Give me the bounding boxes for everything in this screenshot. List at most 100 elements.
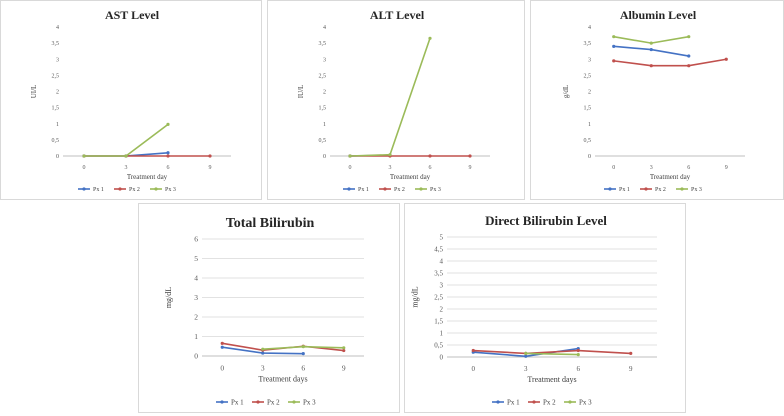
legend-marker-px-1 [608, 187, 612, 191]
x-tick-label: 6 [577, 365, 581, 373]
y-tick-label: 4 [56, 25, 59, 31]
y-tick-label: 4 [440, 257, 444, 265]
y-tick-label: 2 [56, 90, 59, 96]
legend-label-px-2: Px 2 [267, 398, 280, 406]
data-point-px-3 [649, 41, 653, 45]
x-tick-label: 3 [125, 165, 128, 171]
x-axis-label: Treatment days [258, 375, 307, 384]
chart-title: ALT Level [370, 8, 425, 22]
x-axis-label: Treatment days [527, 375, 576, 384]
x-axis-label: Treatment day [390, 173, 431, 181]
chart-title: Total Bilirubin [226, 216, 315, 231]
x-tick-label: 3 [524, 365, 528, 373]
series-line-px-3 [84, 123, 169, 157]
y-tick-label: 3 [194, 293, 198, 302]
legend-label-px-3: Px 3 [165, 187, 176, 193]
data-point-px-2 [649, 64, 653, 68]
data-point-px-1 [301, 352, 305, 356]
legend-marker-px-2 [118, 187, 122, 191]
chart-svg: Total Bilirubin 0 1 2 3 4 5 6 0 3 6 9 Treatment days… [164, 216, 364, 406]
data-point-px-3 [388, 153, 392, 157]
y-axis-label: UI/L [30, 85, 38, 99]
series-line-px-2 [613, 58, 727, 67]
chart-svg: ALT Level 0 0,5 1 1,5 2 2,5 3 3,5 4 0 3 6 9 Treatment … [297, 8, 490, 193]
x-tick-label: 3 [261, 364, 265, 373]
y-tick-label: 2 [194, 313, 198, 322]
data-point-px-2 [342, 348, 346, 353]
data-point-px-3 [301, 345, 305, 349]
data-point-px-3 [524, 351, 528, 355]
y-tick-label: 5 [194, 254, 198, 263]
y-tick-label: 0 [194, 352, 198, 361]
data-point-px-3 [687, 35, 691, 39]
y-tick-label: 5 [440, 233, 444, 241]
x-tick-label: 0 [472, 365, 476, 373]
data-point-px-2 [166, 154, 170, 158]
data-point-px-2 [687, 64, 691, 68]
x-tick-label: 3 [389, 165, 392, 171]
data-point-px-3 [124, 154, 128, 158]
data-point-px-1 [612, 44, 616, 48]
y-tick-label: 1 [194, 332, 198, 341]
y-axis-label: mg/dL [164, 287, 173, 308]
chart-title: AST Level [105, 8, 160, 22]
x-tick-label: 0 [83, 165, 86, 171]
data-point-px-2 [208, 154, 212, 158]
legend-label-px-1: Px 1 [231, 398, 244, 406]
chart-title: Direct Bilirubin Level [485, 213, 607, 228]
y-tick-label: 0,5 [584, 138, 592, 144]
y-tick-label: 0,5 [319, 138, 327, 144]
legend-label-px-1: Px 1 [93, 187, 104, 193]
data-point-px-3 [612, 35, 616, 39]
series-line-px-3 [349, 38, 431, 157]
y-tick-label: 3 [588, 57, 591, 63]
data-point-px-3 [82, 154, 86, 158]
data-point-px-2 [724, 57, 728, 61]
data-point-px-2 [220, 341, 224, 345]
y-tick-label: 4,5 [434, 245, 443, 253]
legend-label-px-3: Px 3 [430, 187, 441, 193]
x-tick-label: 6 [429, 165, 432, 171]
y-tick-label: 2,5 [434, 293, 443, 301]
data-point-px-2 [428, 154, 432, 158]
y-tick-label: 2 [588, 90, 591, 96]
data-point-px-2 [612, 59, 616, 63]
data-point-px-2 [468, 154, 472, 158]
chart-title: Albumin Level [620, 8, 697, 22]
y-axis-label: IU/L [297, 85, 305, 99]
legend-label-px-3: Px 3 [303, 398, 316, 406]
chart-svg: Direct Bilirubin Level 0 0,5 1 1,5 2 2,5 3 3,5 4 4… [410, 213, 657, 406]
data-point-px-1 [649, 47, 653, 52]
legend-marker-px-3 [154, 187, 158, 191]
series-line-px-1 [613, 45, 689, 57]
legend-label-px-3: Px 3 [579, 398, 592, 406]
total-bilirubin-chart-panel: Total Bilirubin 0 1 2 3 4 5 6 0 3 6 9 Treatment days… [138, 203, 400, 413]
y-tick-label: 2 [440, 305, 444, 313]
data-point-px-1 [220, 345, 224, 349]
y-tick-label: 3 [440, 281, 444, 289]
data-point-px-1 [524, 354, 528, 358]
chart-svg: AST Level 0 0,5 1 1,5 2 2,5 3 3,5 4 0 3 6 9 Treatment … [30, 8, 231, 193]
legend-marker-px-1 [82, 187, 86, 191]
y-axis-label: mg/dL [410, 286, 419, 307]
legend-label-px-2: Px 2 [655, 187, 666, 193]
y-tick-label: 1 [323, 122, 326, 128]
legend-marker-px-3 [419, 187, 423, 191]
x-tick-label: 9 [209, 165, 212, 171]
alt-level-chart-panel: ALT Level 0 0,5 1 1,5 2 2,5 3 3,5 4 0 3 6 9 Treatment … [267, 0, 525, 200]
y-tick-label: 0 [323, 154, 326, 160]
y-tick-label: 3 [56, 57, 59, 63]
y-tick-label: 1 [588, 122, 591, 128]
x-tick-label: 9 [469, 165, 472, 171]
x-tick-label: 0 [220, 364, 224, 373]
y-tick-label: 3,5 [584, 41, 592, 47]
legend-marker-px-1 [347, 187, 351, 191]
y-tick-label: 6 [194, 235, 198, 244]
y-tick-label: 3,5 [52, 41, 60, 47]
y-tick-label: 4 [323, 25, 326, 31]
y-tick-label: 0 [588, 154, 591, 160]
y-tick-label: 4 [588, 25, 591, 31]
data-point-px-1 [166, 151, 170, 155]
legend-marker-px-2 [532, 400, 536, 404]
y-tick-label: 4 [194, 274, 198, 283]
